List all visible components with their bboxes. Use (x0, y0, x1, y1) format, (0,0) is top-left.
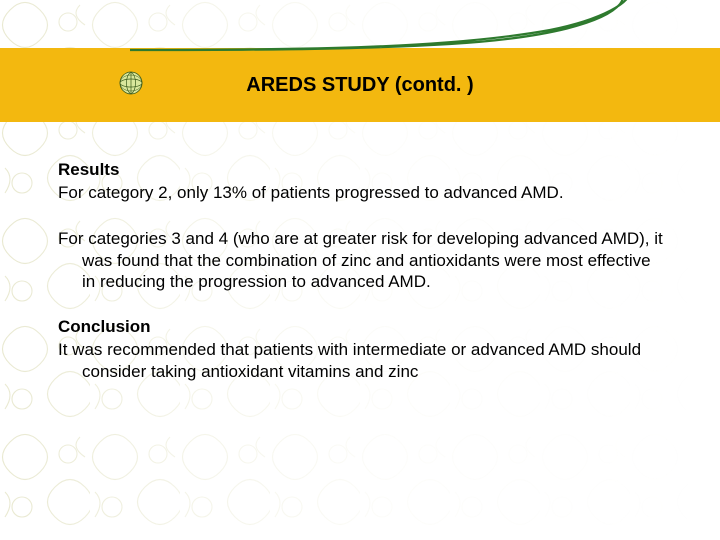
slide-title: AREDS STUDY (contd. ) (246, 74, 473, 97)
bullet-sphere-icon (116, 68, 146, 98)
conclusion-paragraph-1: It was recommended that patients with in… (58, 339, 668, 383)
results-heading: Results (58, 160, 668, 180)
conclusion-heading: Conclusion (58, 317, 668, 337)
title-band: AREDS STUDY (contd. ) (0, 48, 720, 122)
results-paragraph-2: For categories 3 and 4 (who are at great… (58, 228, 668, 293)
results-paragraph-1: For category 2, only 13% of patients pro… (58, 182, 668, 204)
body-content: Results For category 2, only 13% of pati… (58, 160, 668, 407)
